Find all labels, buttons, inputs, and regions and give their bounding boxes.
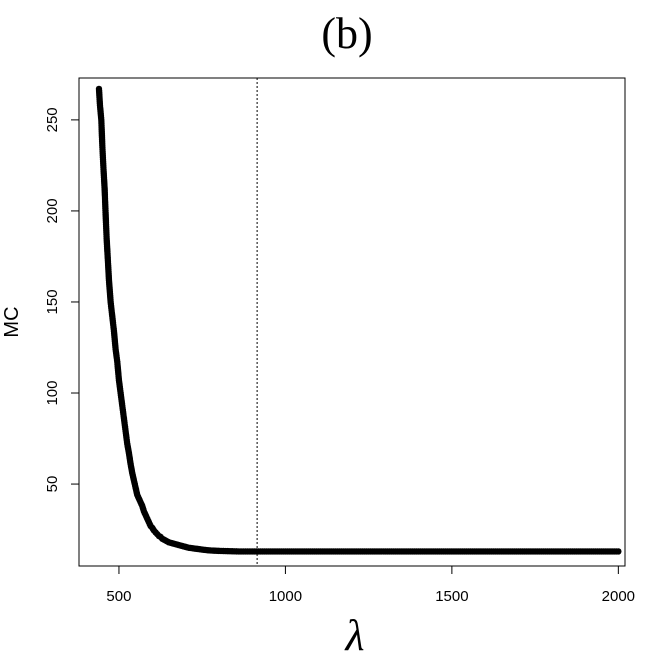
x-tick-label-0: 500 [106, 588, 131, 605]
y-tick-label-4: 250 [44, 107, 61, 132]
x-tick-label-3: 2000 [602, 588, 635, 605]
y-axis-label: MC [1, 306, 23, 337]
x-tick-label-1: 1000 [269, 588, 302, 605]
y-axis: 50 100 150 200 250 [44, 107, 79, 492]
y-tick-label-2: 150 [44, 289, 61, 314]
x-axis-label: λ [343, 611, 364, 660]
y-tick-label-0: 50 [44, 476, 61, 493]
y-tick-label-1: 100 [44, 380, 61, 405]
x-axis: 500 1000 1500 2000 [106, 566, 635, 605]
chart-title: (b) [321, 9, 372, 58]
data-point-453 [615, 548, 622, 555]
x-tick-label-2: 1500 [435, 588, 468, 605]
scatter-points [95, 85, 622, 555]
plot-frame [78, 77, 626, 567]
y-tick-label-3: 200 [44, 198, 61, 223]
